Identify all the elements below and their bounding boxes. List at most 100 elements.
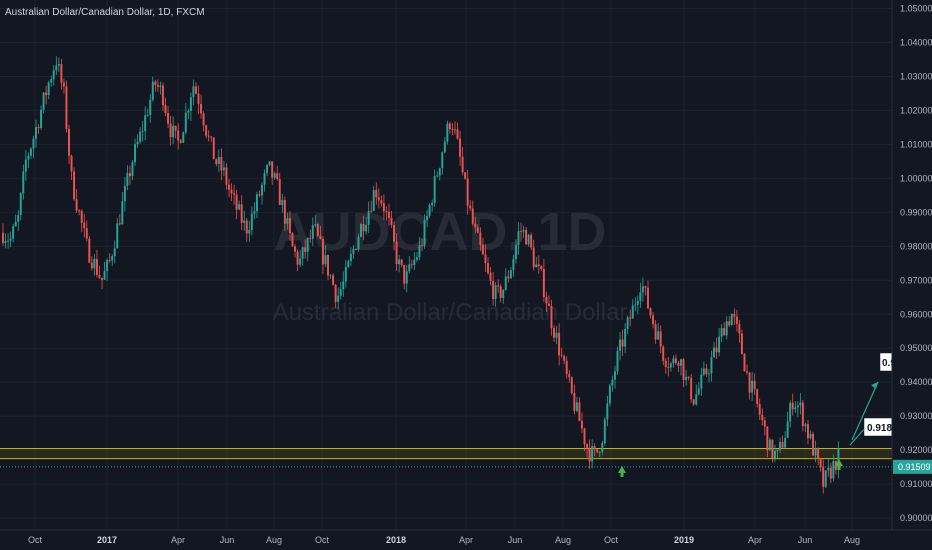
candle-body: [311, 225, 314, 239]
candle-body: [126, 173, 129, 186]
candle-body: [250, 213, 253, 231]
candle-body: [794, 407, 797, 410]
candle-body: [385, 211, 388, 213]
candle-body: [123, 185, 126, 202]
candle-body: [164, 105, 167, 114]
candle-body: [479, 232, 482, 245]
candle-body: [822, 467, 825, 487]
candle-body: [337, 295, 340, 302]
candle-body: [415, 257, 418, 260]
candle-body: [393, 225, 396, 242]
candle-body: [111, 256, 114, 261]
candle-body: [743, 354, 746, 372]
candle-body: [194, 86, 197, 94]
projection-callout-label: 0.9...: [882, 358, 904, 369]
candle-body: [309, 238, 312, 239]
candle-body: [705, 368, 708, 375]
candle-body: [342, 281, 345, 290]
candle-body: [763, 420, 766, 427]
candle-body: [824, 470, 827, 487]
projection-callout[interactable]: 0.9...: [879, 352, 904, 372]
candle-body: [680, 359, 682, 366]
candle-body: [431, 202, 434, 206]
x-tick-label: Jun: [798, 535, 813, 545]
y-tick-label: 0.99000: [900, 207, 932, 217]
candle-body: [365, 224, 368, 232]
candle-body: [161, 85, 164, 106]
candle-body: [464, 172, 467, 179]
x-tick-label: 2019: [674, 535, 694, 545]
candle-body: [707, 373, 710, 375]
candle-body: [649, 308, 652, 316]
candle-body: [57, 64, 60, 66]
x-tick-label: Aug: [844, 535, 860, 545]
candle-body: [141, 130, 144, 132]
candle-body: [606, 403, 609, 420]
candle-body: [387, 211, 390, 218]
candle-body: [786, 421, 789, 438]
x-tick-label: Oct: [604, 535, 619, 545]
candle-body: [593, 446, 596, 450]
candle-body: [37, 127, 40, 129]
candle-body: [304, 247, 307, 252]
candle-body: [410, 264, 413, 266]
candle-body: [22, 171, 25, 194]
candle-body: [278, 179, 281, 206]
candle-body: [243, 220, 246, 223]
candle-body: [530, 234, 533, 248]
candle-body: [65, 86, 68, 129]
candle-body: [197, 93, 200, 104]
candle-body: [189, 97, 192, 111]
candle-body: [740, 333, 743, 355]
candle-body: [451, 129, 454, 130]
candle-body: [95, 259, 98, 275]
candle-body: [106, 260, 109, 272]
candle-body: [357, 236, 360, 250]
candle-body: [672, 358, 675, 364]
candle-body: [776, 449, 779, 451]
candle-body: [647, 287, 649, 309]
candle-body: [169, 123, 172, 138]
candle-body: [271, 161, 274, 178]
candle-body: [723, 328, 726, 336]
y-tick-label: 0.98000: [900, 241, 932, 251]
candle-body: [202, 113, 205, 126]
candle-body: [177, 130, 180, 141]
projection-arrowhead-icon: [871, 382, 878, 389]
candle-body: [314, 223, 317, 226]
candle-body: [674, 358, 677, 363]
candle-body: [702, 368, 705, 375]
candle-body: [829, 467, 832, 479]
candle-body: [253, 211, 256, 214]
candle-body: [113, 248, 116, 257]
candle-body: [718, 336, 721, 353]
candle-body: [448, 123, 451, 130]
candle-body: [748, 372, 751, 393]
candle-body: [222, 167, 225, 171]
candle-body: [781, 442, 784, 448]
candle-body: [70, 155, 73, 172]
candle-body: [17, 215, 20, 222]
candle-body: [832, 461, 835, 479]
candle-body: [667, 367, 670, 368]
candle-body: [32, 138, 35, 149]
candle-body: [751, 380, 754, 393]
candle-body: [773, 450, 776, 459]
candle-body: [370, 210, 373, 212]
candle-body: [362, 224, 365, 232]
target-callout[interactable]: 0.91825: [863, 417, 904, 437]
candle-body: [281, 199, 284, 206]
candle-body: [29, 148, 32, 156]
candle-body: [413, 259, 416, 265]
candle-body: [799, 402, 802, 406]
candle-body: [78, 210, 81, 212]
candle-body: [489, 272, 492, 281]
x-tick-label: Aug: [266, 535, 282, 545]
price-axis-bg[interactable]: [892, 0, 932, 530]
candle-body: [62, 82, 65, 87]
candle-body: [532, 247, 535, 268]
time-axis-bg[interactable]: [0, 530, 932, 550]
candle-body: [573, 393, 576, 412]
x-tick-label: Jun: [220, 535, 235, 545]
